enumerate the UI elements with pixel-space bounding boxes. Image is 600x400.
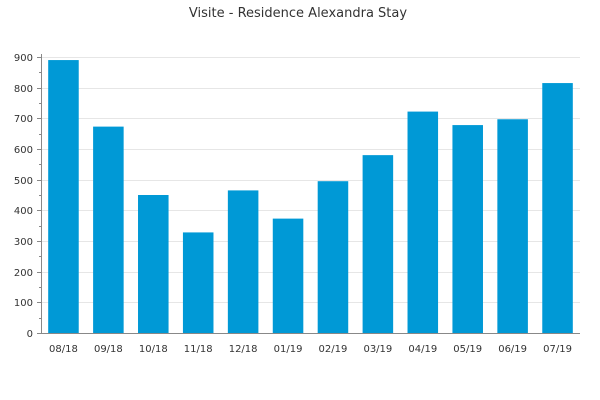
x-tick-label: 07/19 — [543, 344, 572, 355]
bar — [93, 126, 124, 333]
x-tick-label: 11/18 — [184, 344, 213, 355]
bar — [362, 155, 394, 333]
y-tick-label: 500 — [14, 176, 33, 187]
y-tick-label: 700 — [14, 114, 33, 125]
bar — [182, 232, 214, 333]
bar — [272, 218, 304, 333]
y-tick-label: 600 — [14, 145, 33, 156]
y-tick-label: 100 — [14, 298, 33, 309]
bar — [407, 111, 439, 333]
bar — [497, 119, 528, 334]
y-tick-label: 800 — [14, 84, 33, 95]
x-tick-label: 01/19 — [274, 344, 303, 355]
x-tick-label: 12/18 — [229, 344, 258, 355]
x-tick-label: 03/19 — [363, 344, 392, 355]
y-tick-label: 900 — [14, 53, 33, 64]
x-tick-label: 06/19 — [498, 344, 527, 355]
x-tick-label: 10/18 — [139, 344, 168, 355]
bar — [138, 195, 169, 333]
bar — [452, 125, 483, 333]
y-tick-label: 400 — [14, 206, 33, 217]
bar — [48, 60, 79, 334]
bar — [542, 83, 573, 333]
bars — [48, 60, 573, 334]
y-tick-label: 200 — [14, 268, 33, 279]
x-tick-label: 09/18 — [94, 344, 123, 355]
y-tick-label: 0 — [27, 329, 33, 340]
x-tick-label: 02/19 — [319, 344, 348, 355]
y-tick-labels: 0 100 200 300 400 500 600 700 800 900 — [14, 53, 33, 340]
axes — [37, 54, 580, 334]
chart-title: Visite - Residence Alexandra Stay — [189, 6, 407, 21]
gridlines — [41, 57, 580, 303]
x-tick-label: 04/19 — [408, 344, 437, 355]
x-tick-label: 08/18 — [49, 344, 78, 355]
x-tick-label: 05/19 — [453, 344, 482, 355]
bar — [227, 190, 259, 333]
y-tick-label: 300 — [14, 237, 33, 248]
bar — [317, 181, 349, 333]
x-tick-labels: 08/18 09/18 10/18 11/18 12/18 01/19 02/19 03/19… — [49, 344, 572, 355]
